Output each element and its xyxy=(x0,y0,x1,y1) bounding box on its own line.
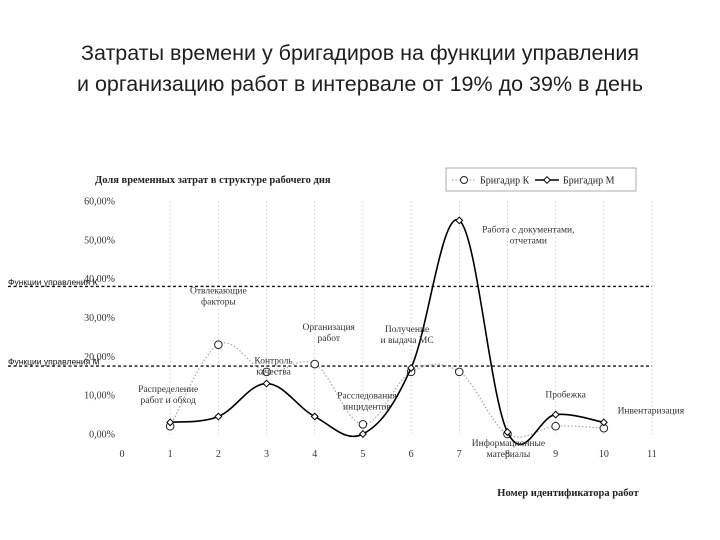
data-point-diamond xyxy=(455,216,464,225)
annotation-line: качества xyxy=(256,368,291,378)
point-annotation: Распределение работ и обход xyxy=(138,385,198,406)
reference-line-label: Функции управления М xyxy=(8,357,100,367)
legend-label: Бригадир К xyxy=(480,176,530,187)
y-tick-label: 0,00% xyxy=(89,430,115,441)
annotation-line: факторы xyxy=(201,297,236,308)
y-tick-label: 50,00% xyxy=(84,235,115,246)
y-tick-label: 40,00% xyxy=(84,274,115,285)
data-point-circle xyxy=(262,367,271,377)
annotation-line: Информационные xyxy=(472,438,545,449)
annotation-line: Организация xyxy=(303,323,356,333)
annotation-line: Контроль xyxy=(254,357,293,367)
point-annotation: Организация работ xyxy=(303,323,356,344)
series-line-2 xyxy=(170,219,604,446)
data-point-circle xyxy=(310,359,320,369)
x-tick-label: 7 xyxy=(457,449,462,460)
reference-lines: Функции управления К Функции управления М xyxy=(8,277,652,367)
x-tick-label: 0 xyxy=(120,449,125,460)
chart-grid xyxy=(169,201,653,434)
data-point-diamond xyxy=(503,428,512,437)
chart-legend: Бригадир К Бригадир М xyxy=(445,167,637,192)
slide-title-line-2: и организацию работ в интервале от 19% д… xyxy=(76,72,644,96)
data-point-circle xyxy=(214,340,223,349)
point-annotation: Информационные материалы xyxy=(472,438,545,460)
data-point-diamond xyxy=(262,379,271,388)
annotation-line: Отвлекающие xyxy=(190,287,247,297)
y-tick-label: 60,00% xyxy=(84,197,115,208)
x-tick-label: 5 xyxy=(360,449,365,460)
annotation-line: работ xyxy=(317,333,340,344)
annotation-line: Инвентаризация xyxy=(618,406,685,416)
x-tick-label: 6 xyxy=(409,449,414,460)
annotation-line: Работа с документами, xyxy=(482,224,574,235)
point-annotation: Инвентаризация xyxy=(618,406,685,416)
x-axis-label: Номер идентификатора работ xyxy=(497,488,639,499)
data-point-circle xyxy=(358,419,368,429)
point-annotation: Контроль качества xyxy=(254,357,293,378)
chart-title: Доля временных затрат в структуре рабоче… xyxy=(95,175,331,186)
x-tick-label: 2 xyxy=(216,449,221,460)
chart-series xyxy=(165,216,609,446)
point-annotation: Пробежка xyxy=(545,390,586,401)
annotation-line: Получение xyxy=(385,325,429,335)
annotation-line: Распределение xyxy=(138,385,198,395)
slide-title: Затраты времени у бригадиров на функции … xyxy=(0,38,720,100)
annotation-line: Пробежка xyxy=(545,390,586,401)
point-annotation: Получение и выдача МС xyxy=(381,325,434,346)
x-tick-label: 8 xyxy=(505,449,510,460)
x-tick-label: 10 xyxy=(599,449,609,460)
annotation-line: инцидентов xyxy=(343,402,391,412)
data-point-circle xyxy=(454,367,464,377)
data-point-circle xyxy=(551,421,560,431)
data-point-diamond xyxy=(310,412,319,421)
data-point-diamond xyxy=(407,363,416,372)
y-tick-label: 30,00% xyxy=(84,313,115,324)
legend-marker xyxy=(542,175,552,185)
x-tick-label: 11 xyxy=(647,449,657,460)
x-tick-label: 4 xyxy=(312,449,317,460)
legend-label: Бригадир М xyxy=(563,176,615,187)
reference-line-label: Функции управления К xyxy=(8,277,98,287)
data-point-diamond xyxy=(166,418,175,427)
annotation-line: материалы xyxy=(487,450,531,460)
x-tick-label: 1 xyxy=(168,449,173,460)
data-point-diamond xyxy=(214,412,223,421)
legend-marker xyxy=(460,176,468,184)
annotation-line: и выдача МС xyxy=(381,336,434,346)
point-annotation: Расследования инцидентов xyxy=(337,391,397,412)
annotation-line: работ и обход xyxy=(141,395,196,406)
point-annotation: Отвлекающие факторы xyxy=(190,287,247,308)
data-point-diamond xyxy=(358,429,367,439)
y-tick-label: 20,00% xyxy=(84,352,115,363)
slide-title-line-1: Затраты времени у бригадиров на функции … xyxy=(80,41,639,65)
chart-axes: 0 1 2 3 4 5 6 7 8 9 10 11 0,00% 10,00% 20,00% 30,00% 40,… xyxy=(84,197,657,461)
annotation-line: Расследования xyxy=(337,391,397,401)
data-point-diamond xyxy=(551,410,560,419)
chart-annotations: Распределение работ и обход Отвлекающие фак… xyxy=(138,224,685,460)
series-line-1 xyxy=(169,342,604,438)
x-tick-label: 3 xyxy=(264,449,269,460)
x-tick-label: 9 xyxy=(553,449,558,460)
annotation-line: отчетами xyxy=(510,236,547,246)
data-point-diamond xyxy=(599,418,608,427)
y-tick-label: 10,00% xyxy=(84,391,115,402)
point-annotation: Работа с документами, отчетами xyxy=(482,224,574,246)
